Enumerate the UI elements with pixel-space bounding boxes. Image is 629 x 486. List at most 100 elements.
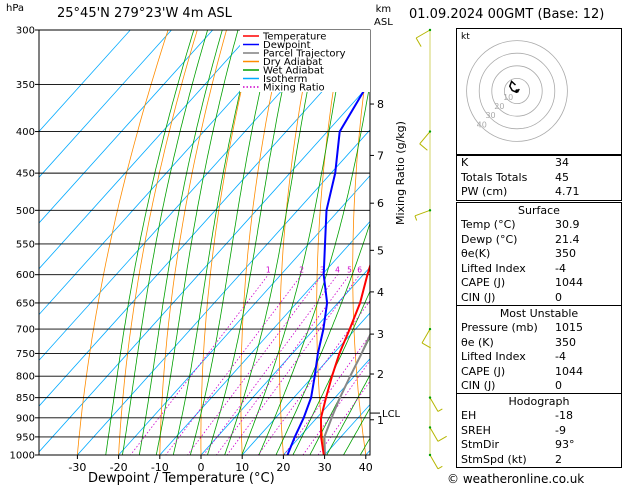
pressure-tick-label: 300 (16, 26, 35, 37)
temperature-tick-label: 30 (318, 461, 332, 474)
wind-barb-dot (428, 396, 432, 399)
wind-barb-shaft (415, 29, 431, 39)
wet-adiabat-line (105, 30, 195, 455)
dry-adiabat-line (76, 30, 169, 455)
km-tick-label: 1 (377, 414, 384, 427)
most-unstable-label: CIN (J) (461, 379, 496, 392)
parcel-trajectory-line (323, 332, 370, 455)
datetime-header: 01.09.2024 00GMT (Base: 12) (409, 7, 605, 22)
wet-adiabat-line (224, 30, 320, 455)
index-value: 34 (555, 156, 569, 169)
temperature-tick-label: 0 (198, 461, 205, 474)
hodograph-ring (466, 40, 568, 142)
most-unstable-value: 1044 (555, 364, 583, 378)
hodograph-stat-label: EH (461, 409, 477, 422)
surface-value: 0 (555, 290, 562, 304)
hodograph-stats-title: Hodograph (508, 395, 570, 408)
pressure-unit-label: hPa (6, 3, 25, 14)
pressure-tick-label: 600 (16, 270, 35, 281)
asl-label: ASL (374, 17, 393, 28)
plot-frame (38, 29, 371, 456)
most-unstable-value: 1015 (555, 321, 583, 334)
wind-barb-dot (428, 327, 432, 331)
surface-row: CAPE (J) 1044 (457, 276, 621, 291)
dry-adiabat-line (200, 30, 257, 455)
most-unstable-label: θe (K) (461, 335, 494, 349)
wet-adiabat-line (326, 374, 370, 455)
surface-table: Temp (°C) 30.9 Dewp (°C) 21.4 θe(K) 350 Lifted… (457, 218, 621, 305)
legend-label: Wet Adiabat (263, 66, 324, 77)
surface-value: 30.9 (555, 218, 580, 231)
dry-adiabat-line (352, 43, 370, 455)
hodograph-stat-value: 93° (555, 438, 575, 451)
hodograph-stat-row: StmDir 93° (457, 438, 621, 453)
legend-label: Temperature (262, 32, 326, 43)
wind-barb-flag (419, 143, 428, 151)
isotherm-line (282, 358, 370, 455)
isotherm-line (39, 30, 255, 270)
temperature-tick-label: 40 (359, 461, 373, 474)
temperature-tick-label: 20 (276, 461, 290, 474)
hodograph-ring (491, 65, 543, 117)
index-label: K (461, 156, 469, 169)
km-tick-label: 3 (377, 328, 384, 341)
mixing-ratio-line (129, 274, 269, 455)
km-tick-label: 6 (377, 197, 384, 210)
surface-title: Surface (518, 204, 560, 217)
mixing-ratio-line (226, 274, 360, 455)
wind-barb-dot (428, 453, 432, 457)
copyright-text: © weatheronline.co.uk (447, 472, 585, 486)
mixing-ratio-tick-label: 2 (299, 266, 304, 275)
km-asl-label: km ASL (374, 3, 393, 29)
most-unstable-value: -4 (555, 350, 566, 363)
temperature-tick-label: -10 (151, 461, 169, 474)
wind-barb-shaft (414, 209, 431, 217)
km-label: km (375, 4, 392, 15)
most-unstable-row: Lifted Index -4 (457, 350, 621, 365)
surface-row: Temp (°C) 30.9 (457, 218, 621, 233)
pressure-tick-label: 550 (16, 239, 35, 250)
hodograph-stat-label: StmDir (461, 438, 500, 451)
surface-value: 1044 (555, 276, 583, 289)
wet-adiabat-line (292, 290, 370, 455)
legend-label: Mixing Ratio (263, 83, 325, 94)
mixing-ratio-axis-label: Mixing Ratio (g/kg) (394, 121, 407, 225)
isotherm-line (39, 30, 131, 133)
wind-barb-shaft (421, 328, 431, 344)
hodograph-stat-value: 2 (555, 452, 562, 466)
hodograph-ring (478, 52, 556, 130)
dry-adiabat-line (159, 30, 227, 455)
wet-adiabat-line (241, 30, 348, 455)
pressure-tick-label: 650 (16, 298, 35, 309)
hodograph-ring-label: 40 (477, 120, 487, 129)
pressure-tick-label: 350 (16, 80, 35, 91)
isotherm-line (39, 30, 214, 224)
wet-adiabat-line (275, 221, 370, 455)
hodograph-panel: kt 10 20 30 40 (456, 28, 622, 155)
most-unstable-label: Pressure (mb) (461, 321, 538, 334)
indices-panel: K 34 Totals Totals 45 PW (cm) 4.71 (456, 155, 622, 201)
pressure-tick-label: 750 (16, 349, 35, 360)
dry-adiabat-line (279, 30, 315, 455)
surface-panel: Surface Temp (°C) 30.9 Dewp (°C) 21.4 θe(K) 3… (456, 202, 622, 306)
indices-table: K 34 Totals Totals 45 PW (cm) 4.71 (457, 156, 621, 200)
most-unstable-row: θe (K) 350 (457, 336, 621, 351)
wind-barb-dot (428, 209, 432, 212)
mixing-ratio-line (187, 274, 323, 455)
wet-adiabat-line (138, 30, 223, 455)
isotherm-line (39, 30, 173, 178)
isotherm-line (241, 312, 370, 455)
surface-row: θe(K) 350 (457, 247, 621, 262)
most-unstable-row: CAPE (J) 1044 (457, 365, 621, 380)
mixing-ratio-tick-label: 3 (320, 266, 325, 275)
surface-row: Lifted Index -4 (457, 262, 621, 277)
lcl-label: LCL (382, 409, 401, 420)
wet-adiabat-line (343, 407, 370, 455)
wet-adiabat-line (189, 30, 275, 455)
pressure-tick-label: 900 (16, 413, 35, 424)
index-value: 4.71 (555, 185, 580, 198)
surface-row: CIN (J) 0 (457, 291, 621, 306)
legend-label: Isotherm (263, 74, 307, 85)
